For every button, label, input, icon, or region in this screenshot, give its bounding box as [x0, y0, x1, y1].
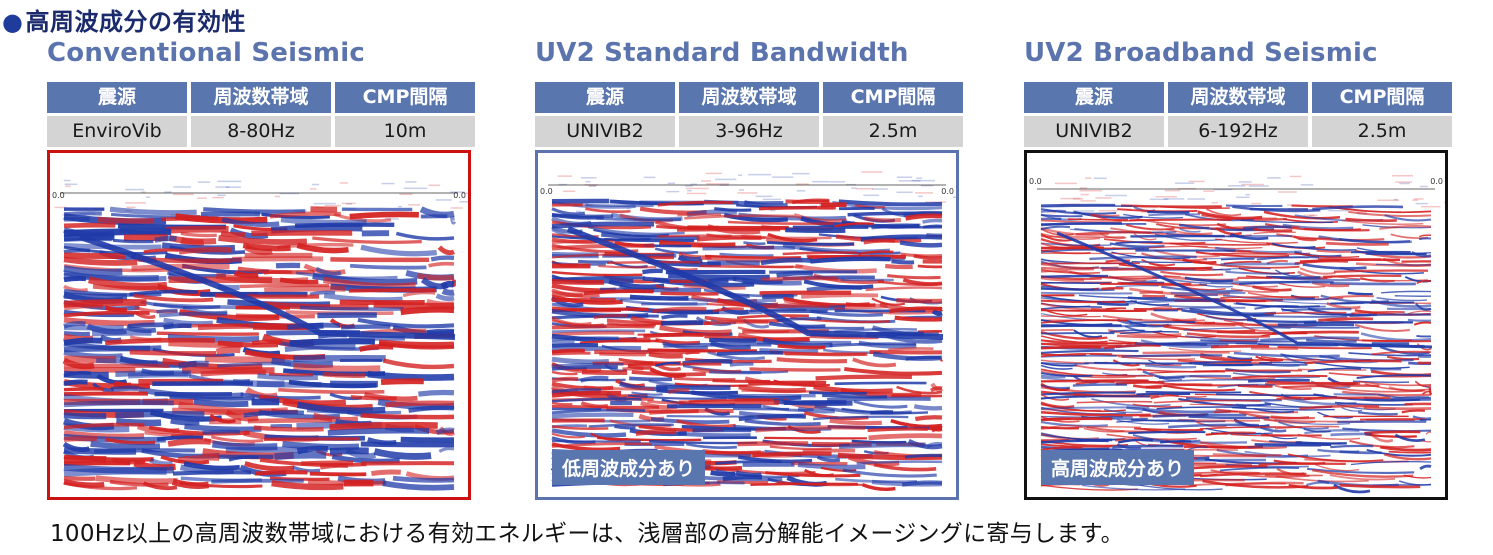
seismic-svg	[548, 171, 956, 491]
header-cmp: CMP間隔	[1312, 82, 1452, 113]
panel-title: UV2 Standard Bandwidth	[535, 38, 909, 68]
tick-label-right: 0.0	[941, 187, 954, 196]
page-title: ●高周波成分の有効性	[2, 2, 246, 37]
seismic-section-image: 0.0 0.0 高周波成分あり	[1024, 150, 1448, 500]
seismic-section-image: 0.0 0.0	[47, 150, 471, 500]
bullet-icon: ●	[2, 8, 24, 36]
panel-title: Conventional Seismic	[47, 38, 365, 68]
panel-standard-bandwidth: UV2 Standard Bandwidth 震源 周波数帯域 CMP間隔 UN…	[535, 38, 975, 508]
header-source: 震源	[1024, 82, 1164, 113]
spec-table: 震源 周波数帯域 CMP間隔 UNIVIB2 3-96Hz 2.5m	[535, 82, 963, 147]
panel-title: UV2 Broadband Seismic	[1024, 38, 1378, 68]
tick-label-right: 0.0	[1430, 177, 1443, 186]
seismic-section-image: 0.0 0.0 低周波成分あり	[535, 150, 959, 500]
header-frequency: 周波数帯域	[1168, 82, 1308, 113]
high-frequency-badge: 高周波成分あり	[1041, 450, 1195, 485]
tick-label-right: 0.0	[453, 191, 466, 200]
seismic-svg	[1037, 175, 1445, 494]
tick-label-left: 0.0	[52, 191, 65, 200]
seismic-svg	[54, 179, 468, 491]
value-source: EnviroVib	[47, 116, 187, 147]
value-cmp: 2.5m	[823, 116, 963, 147]
header-source: 震源	[47, 82, 187, 113]
panel-conventional: Conventional Seismic 震源 周波数帯域 CMP間隔 Envi…	[47, 38, 487, 508]
low-frequency-badge: 低周波成分あり	[552, 450, 706, 485]
tick-label-left: 0.0	[1029, 177, 1042, 186]
header-source: 震源	[535, 82, 675, 113]
spec-table: 震源 周波数帯域 CMP間隔 EnviroVib 8-80Hz 10m	[47, 82, 475, 147]
value-cmp: 10m	[335, 116, 475, 147]
value-source: UNIVIB2	[535, 116, 675, 147]
header-cmp: CMP間隔	[335, 82, 475, 113]
page-title-text: 高周波成分の有効性	[25, 8, 246, 36]
tick-label-left: 0.0	[540, 187, 553, 196]
value-frequency: 6-192Hz	[1168, 116, 1308, 147]
panel-broadband: UV2 Broadband Seismic 震源 周波数帯域 CMP間隔 UNI…	[1024, 38, 1464, 508]
value-cmp: 2.5m	[1312, 116, 1452, 147]
value-frequency: 3-96Hz	[679, 116, 819, 147]
footer-caption: 100Hz以上の高周波数帯域における有効エネルギーは、浅層部の高分解能イメージン…	[50, 521, 1124, 547]
spec-table: 震源 周波数帯域 CMP間隔 UNIVIB2 6-192Hz 2.5m	[1024, 82, 1452, 147]
value-source: UNIVIB2	[1024, 116, 1164, 147]
header-frequency: 周波数帯域	[679, 82, 819, 113]
header-frequency: 周波数帯域	[191, 82, 331, 113]
value-frequency: 8-80Hz	[191, 116, 331, 147]
header-cmp: CMP間隔	[823, 82, 963, 113]
